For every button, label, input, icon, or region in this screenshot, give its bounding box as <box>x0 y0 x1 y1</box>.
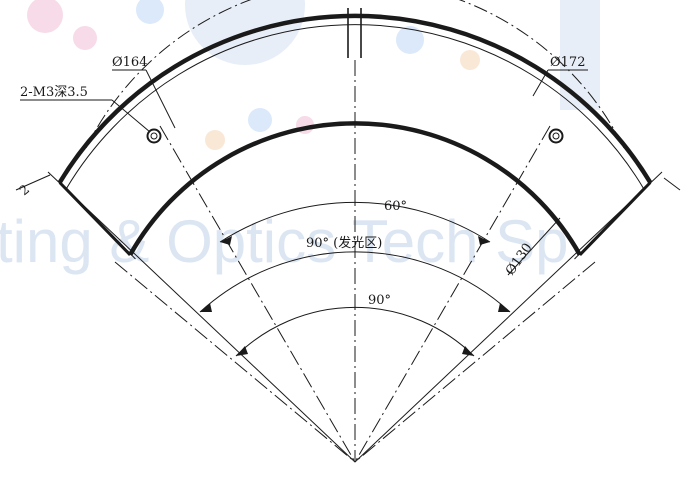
watermark-dot <box>396 26 424 54</box>
wall-thickness-label: 2 <box>17 182 33 199</box>
leader-lines <box>15 69 681 276</box>
watermark-bar <box>560 0 600 110</box>
reference-arc <box>85 0 625 149</box>
angle-90-label: 90° <box>368 293 391 308</box>
angle-90-light-label: 90° (发光区) <box>306 235 382 251</box>
watermark-dot <box>248 108 272 132</box>
angle-dimensions <box>199 201 511 357</box>
hole-spec-label: 2-M3深3.5 <box>20 85 88 100</box>
watermark-dot <box>136 0 164 24</box>
boundary-lines <box>47 171 663 463</box>
watermark-dot <box>205 130 225 150</box>
angle-arc-90 <box>235 306 475 357</box>
center-lines <box>114 60 596 463</box>
angle-arc-90-light <box>199 251 511 313</box>
watermark-dot <box>73 26 97 50</box>
bore-diameter-label: Ø164 <box>112 55 147 70</box>
mounting-hole-left <box>146 128 162 144</box>
watermark-dot <box>460 50 480 70</box>
angle-60-label: 60° <box>384 199 407 214</box>
angle-arc-60 <box>219 201 491 243</box>
outer-diameter-label: Ø172 <box>550 55 585 70</box>
mounting-hole-right <box>548 128 564 144</box>
watermark-dot <box>27 0 63 33</box>
